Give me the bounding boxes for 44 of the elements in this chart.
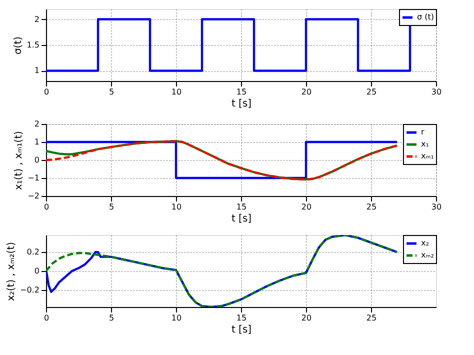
x-axis-title: t [s]: [231, 214, 252, 224]
x-axis-title: t [s]: [231, 98, 252, 110]
x-tick-label: 15: [236, 314, 247, 322]
x-tick-label: 5: [108, 202, 114, 212]
legend-label: x₂: [421, 238, 429, 248]
legend-label: xₘ₁: [421, 152, 434, 160]
x-tick-label: 15: [236, 88, 247, 96]
y-tick-label: 1: [34, 66, 40, 76]
y-tick-label: 0: [34, 156, 40, 164]
y-tick-label: −2: [28, 192, 40, 200]
x-tick-label: 5: [108, 314, 114, 322]
y-tick-label: 1.5: [26, 40, 40, 50]
x-tick-label: 10: [171, 202, 182, 212]
y-tick-label: −1: [28, 174, 40, 182]
x-tick-label: 20: [301, 314, 312, 322]
x-tick-label: 20: [301, 202, 312, 212]
x-tick-label: 25: [366, 88, 377, 96]
x-tick-label: 10: [171, 88, 182, 96]
x-tick-label: 0: [44, 202, 50, 212]
legend-label: r: [421, 128, 425, 136]
y-axis-title: x₁(t) , xₘ₁(t): [14, 130, 25, 190]
y-axis-title: x₂(t) , xₘ₂(t): [6, 242, 18, 302]
legend-label: xₘ₂: [421, 250, 434, 260]
x-tick-label: 10: [171, 314, 182, 322]
legend-label: σ (t): [417, 12, 434, 22]
y-tick-label: −0.2: [20, 285, 40, 294]
x-tick-label: 15: [236, 202, 247, 212]
x-tick-label: 5: [108, 88, 114, 96]
x-axis-title: t [s]: [231, 324, 252, 336]
x-tick-label: 25: [366, 314, 377, 322]
line-series: [46, 235, 398, 307]
y-axis-title: σ(t): [12, 36, 24, 55]
y-tick-label: 2: [34, 120, 40, 128]
y-tick-label: 0.2: [26, 248, 40, 257]
x-tick-label: 30: [431, 202, 442, 212]
x-tick-label: 30: [431, 88, 442, 96]
legend-label: x₁: [421, 140, 429, 148]
x-tick-label: 0: [44, 88, 50, 96]
y-tick-label: 2: [34, 14, 40, 24]
x-tick-label: 0: [44, 314, 50, 322]
y-tick-label: 1: [34, 138, 40, 146]
x-tick-label: 25: [366, 202, 377, 212]
x-tick-label: 20: [301, 88, 312, 96]
y-tick-label: 0: [34, 266, 40, 276]
